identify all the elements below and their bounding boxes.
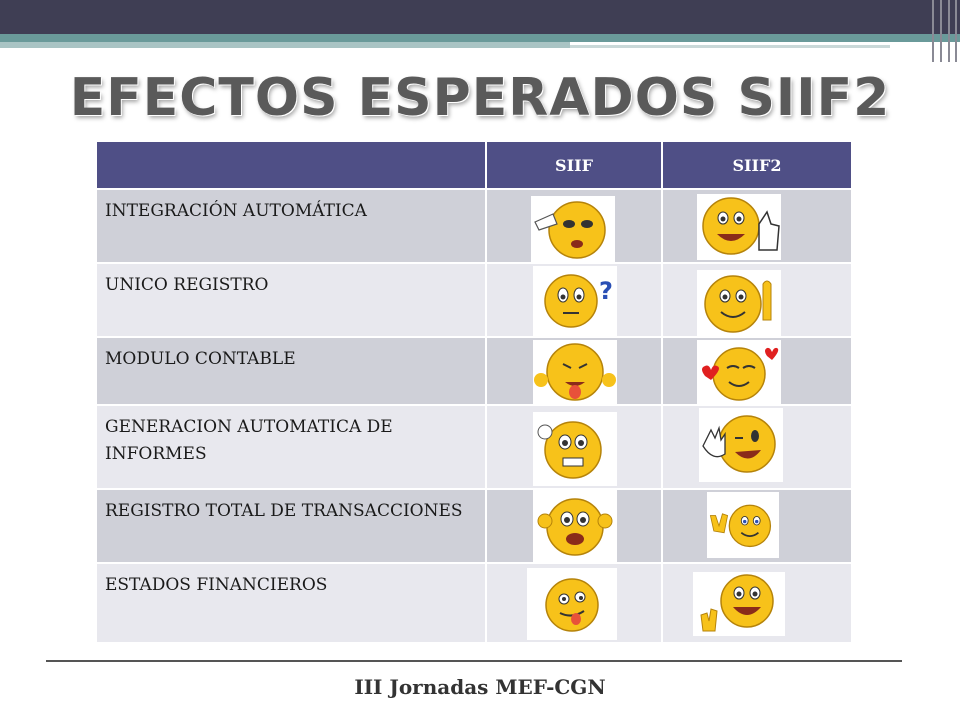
table-row: ESTADOS FINANCIEROS [95,562,853,644]
in-love-hearts-emoji-icon [697,340,781,406]
table-row: INTEGRACIÓN AUTOMÁTICA [95,188,853,264]
shocked-emoji-icon [533,488,617,564]
corner-line [932,0,934,62]
table-row: GENERACION AUTOMATICA DE INFORMES [95,404,853,490]
nervous-emoji-icon [533,412,617,486]
row-label: UNICO REGISTRO [95,262,487,338]
peace-sign-smiley-icon [707,492,779,558]
svg-text:?: ? [599,277,613,305]
waving-wink-emoji-icon [699,408,783,482]
top-bar [0,0,960,34]
top-stripe-thin [570,45,890,48]
row-label: REGISTRO TOTAL DE TRANSACCIONES [95,488,487,564]
row-label: MODULO CONTABLE [95,336,487,406]
header-siif2: SIIF2 [661,140,853,190]
corner-line [948,0,950,62]
corner-line [940,0,942,62]
table-row: MODULO CONTABLE [95,336,853,406]
table-row: REGISTRO TOTAL DE TRANSACCIONES [95,488,853,564]
slide-title: EFECTOS ESPERADOS SIIF2 [69,68,891,128]
corner-line [955,0,957,62]
row-label: INTEGRACIÓN AUTOMÁTICA [95,188,487,264]
footer-text: III Jornadas MEF-CGN [354,675,606,699]
thumbs-up-smiley-icon [697,194,781,260]
footer-divider [46,660,902,662]
comparison-table: SIIF SIIF2 INTEGRACIÓN AUTOMÁTICA UNICO … [95,140,853,644]
row-label: GENERACION AUTOMATICA DE INFORMES [95,404,487,490]
top-stripe-light [0,42,570,48]
tongue-out-emoji-icon [533,340,617,406]
confused-question-emoji-icon: ? [533,266,617,338]
header-siif: SIIF [485,140,663,190]
row-label: ESTADOS FINANCIEROS [95,562,487,644]
bored-pointing-emoji-icon [531,196,615,262]
table-row: UNICO REGISTRO ? [95,262,853,338]
top-stripe [0,34,960,42]
happy-waving-smiley-icon [693,572,785,636]
header-empty [95,140,487,190]
finger-up-smiley-icon [697,270,781,336]
dizzy-tongue-emoji-icon [527,568,617,640]
table-header-row: SIIF SIIF2 [95,140,853,190]
